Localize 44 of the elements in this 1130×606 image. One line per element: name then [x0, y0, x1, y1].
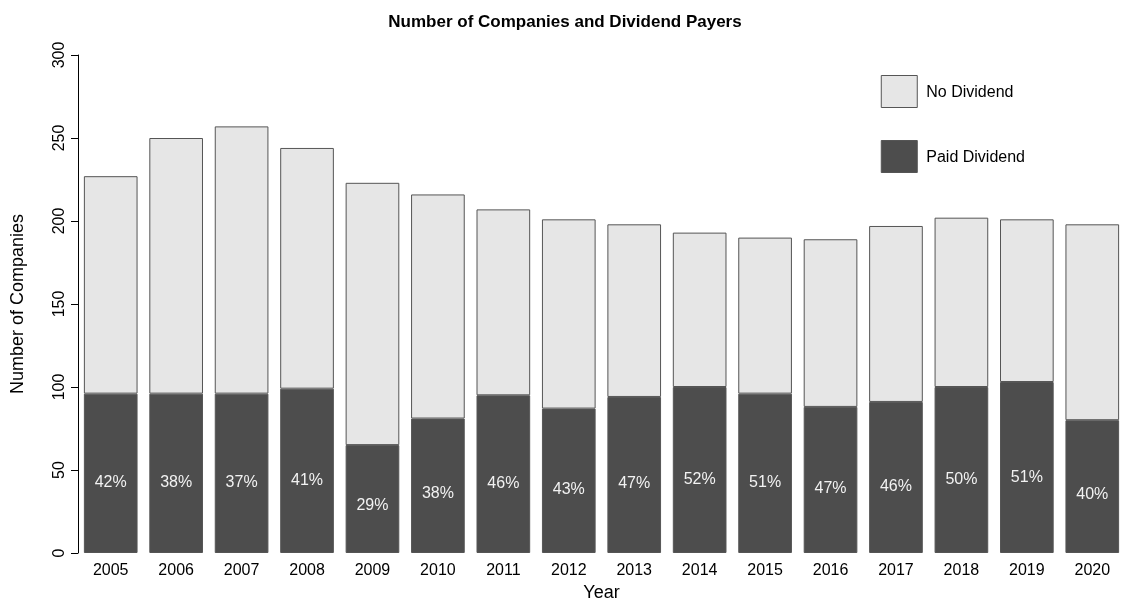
x-tick-label: 2006 — [158, 560, 195, 578]
y-tick-label: 200 — [49, 207, 67, 235]
y-tick-label: 50 — [49, 461, 67, 479]
y-tick-label: 250 — [49, 124, 67, 152]
x-tick-label: 2013 — [616, 560, 653, 578]
annotation: 51% — [749, 472, 782, 490]
annotation: 46% — [879, 476, 912, 494]
x-tick-label: 2020 — [1074, 560, 1111, 578]
y-axis-title: Number of Companies — [7, 213, 27, 395]
x-tick-label: 2014 — [681, 560, 718, 578]
x-tick-label: 2009 — [354, 560, 391, 578]
x-tick-label: 2007 — [223, 560, 260, 578]
annotation: 50% — [945, 469, 978, 487]
y-tick-label: 100 — [49, 373, 67, 401]
x-tick-label: 2017 — [878, 560, 914, 578]
annotation: 38% — [421, 483, 454, 501]
x-tick-label: 2012 — [550, 560, 587, 578]
annotation: 37% — [225, 472, 258, 490]
annotation: 47% — [814, 478, 847, 496]
annotation: 42% — [94, 472, 127, 490]
annotation: 29% — [356, 495, 389, 513]
x-tick-label: 2010 — [420, 560, 456, 578]
x-tick-label: 2008 — [289, 560, 325, 578]
annotation: 52% — [683, 469, 716, 487]
x-tick-label: 2015 — [747, 560, 783, 578]
y-tick-label: 150 — [49, 290, 67, 318]
chart-title: Number of Companies and Dividend Payers — [388, 12, 742, 31]
annotation: 38% — [160, 472, 193, 490]
legend-label: No Dividend — [926, 83, 1014, 100]
y-tick-label: 300 — [49, 41, 67, 69]
annotation: 47% — [618, 474, 651, 492]
annotation: 51% — [1010, 467, 1043, 485]
x-axis-title: Year — [583, 582, 620, 602]
x-tick-label: 2016 — [812, 560, 849, 578]
annotation: 41% — [291, 470, 324, 488]
x-tick-label: 2011 — [486, 560, 521, 578]
x-tick-label: 2005 — [92, 560, 129, 578]
annotation: 43% — [552, 479, 585, 497]
legend-label: Paid Dividend — [926, 148, 1026, 165]
x-tick-label: 2019 — [1009, 560, 1045, 578]
annotation: 40% — [1076, 484, 1109, 502]
annotation: 46% — [487, 473, 520, 491]
y-tick-label: 0 — [49, 548, 67, 558]
x-tick-label: 2018 — [943, 560, 980, 578]
